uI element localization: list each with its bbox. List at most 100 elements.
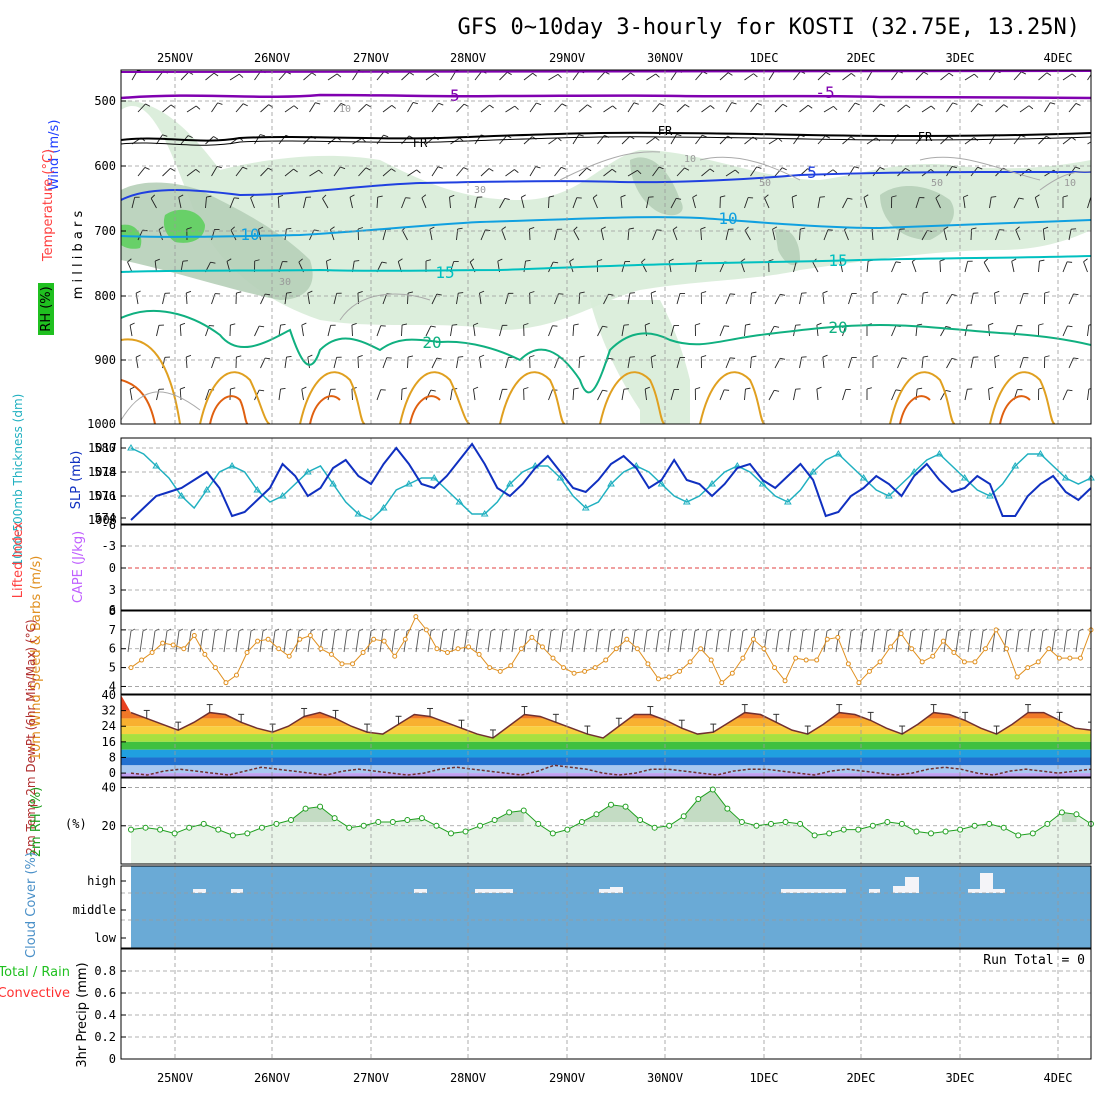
wind10-series-line xyxy=(130,615,1092,684)
wind-barb xyxy=(994,293,996,305)
precip-grid xyxy=(121,949,1091,1059)
tick-label: middle xyxy=(73,903,116,917)
wind-barb xyxy=(548,73,559,81)
wind-barb-flag xyxy=(452,324,458,326)
wind-barb-flag xyxy=(436,357,442,360)
wind-barb-flag xyxy=(529,227,535,230)
chart-title: GFS 0~10day 3-hourly for KOSTI (32.75E, … xyxy=(457,15,1080,40)
wind-barb xyxy=(554,293,559,305)
wind10-marker xyxy=(877,659,883,665)
wind-barb xyxy=(333,293,338,305)
contour-label: 10 xyxy=(684,154,696,165)
wind10-axis: 8 7 6 5 4 xyxy=(109,604,126,693)
wind-barb-flag xyxy=(318,169,323,174)
temperature-contours xyxy=(121,70,1091,424)
wind-barb-flag xyxy=(135,290,141,294)
rh-peak xyxy=(378,818,422,822)
rh-marker xyxy=(520,807,527,814)
wind-barb-flag xyxy=(832,169,838,174)
wind-barb-flag xyxy=(579,291,585,294)
wind-barb-flag xyxy=(612,105,617,110)
wind-barb-flag xyxy=(265,293,271,296)
wind-barb xyxy=(695,71,704,81)
wind-barb xyxy=(646,137,656,145)
tick-label: 576 xyxy=(94,489,116,503)
wind-barb xyxy=(1068,293,1074,305)
wind-barb xyxy=(1087,197,1091,209)
wind-barb xyxy=(935,197,941,209)
wind10-markers xyxy=(128,614,1094,686)
wind10-barb xyxy=(1027,630,1032,653)
wind10-barb xyxy=(475,630,480,653)
rh-unit-label: (%) xyxy=(65,817,87,831)
wind-barb-flag xyxy=(644,386,650,390)
wind-barb xyxy=(597,389,603,401)
wind-barb-flag xyxy=(195,105,201,110)
wind10-marker xyxy=(402,636,408,642)
wind10-marker xyxy=(634,646,640,652)
wind-barb xyxy=(352,137,363,145)
rh-marker xyxy=(462,828,469,835)
wind-barb xyxy=(897,293,903,305)
wind-barb xyxy=(154,261,157,273)
wind10-grid xyxy=(121,611,1091,694)
wind-barb xyxy=(1062,389,1068,401)
wind-barb-flag xyxy=(816,386,822,390)
temp-minmax-bars xyxy=(143,704,1091,738)
ylabel-pressure: m i l l i b a r s xyxy=(71,211,86,300)
wind10-barb xyxy=(883,630,888,653)
wind-barb xyxy=(382,229,387,241)
wind10-barb xyxy=(547,630,552,653)
wind-barb xyxy=(964,261,969,273)
wind-barb-flag xyxy=(412,102,418,105)
contour-label: -5 xyxy=(440,86,459,105)
wind10-marker xyxy=(972,659,978,665)
wind10-marker xyxy=(487,665,493,671)
wind-barb-flag xyxy=(129,322,135,326)
wind10-marker xyxy=(993,627,999,633)
wind-barb xyxy=(137,167,146,177)
wind-barb-flag xyxy=(278,194,284,198)
rh-marker xyxy=(768,820,774,827)
wind-barb xyxy=(670,198,677,209)
thickness-marker xyxy=(303,468,312,475)
tick-label: 20 xyxy=(102,819,116,833)
temp-band xyxy=(121,773,1091,777)
wind-barb-flag xyxy=(655,73,660,78)
wind10-barb-flag xyxy=(298,628,304,632)
wind-barb xyxy=(322,198,329,209)
wind-barb-flag xyxy=(1093,71,1098,73)
wind-barb xyxy=(627,102,635,113)
wind10-marker xyxy=(961,659,967,665)
wind-barb xyxy=(284,293,287,305)
wind-barb xyxy=(994,357,996,369)
thickness-marker xyxy=(708,480,716,487)
wind-barb xyxy=(185,292,188,305)
wind10-barb-flag xyxy=(1066,628,1072,632)
tick-label: 0 xyxy=(109,561,116,575)
wind-barb xyxy=(572,197,578,209)
wind10-marker xyxy=(233,672,239,678)
rh-marker xyxy=(128,826,134,833)
rh-markers xyxy=(128,786,1094,839)
wind-barb xyxy=(450,389,453,401)
wind10-barbs xyxy=(127,628,1084,653)
wind-barb-flag xyxy=(186,227,192,230)
wind-barb-flag xyxy=(473,322,479,326)
wind-barb-flag xyxy=(243,103,248,107)
wind-barb xyxy=(768,137,779,145)
wind-barb-flag xyxy=(620,194,626,198)
wind10-barb xyxy=(571,630,576,653)
wind10-marker xyxy=(286,653,292,659)
wind-barb xyxy=(520,197,525,209)
wind-barb-flag xyxy=(650,290,656,294)
wind-barb-flag xyxy=(145,103,151,107)
thickness-marker xyxy=(960,474,969,481)
tick-label-right: 1008 xyxy=(88,513,117,527)
wind-barb-flag xyxy=(720,195,726,198)
wind-barb-flag xyxy=(807,104,813,109)
rh-marker xyxy=(157,826,164,833)
rh-marker xyxy=(753,822,760,829)
wind10-barb-flag xyxy=(598,628,604,632)
wind-barb xyxy=(921,105,932,113)
